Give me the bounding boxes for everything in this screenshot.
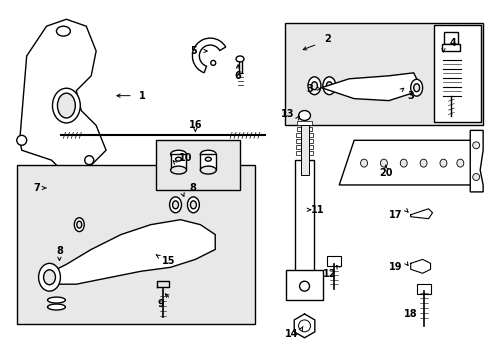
FancyBboxPatch shape <box>416 284 429 294</box>
Ellipse shape <box>74 218 84 231</box>
Ellipse shape <box>84 156 94 165</box>
Bar <box>17 165 254 324</box>
Ellipse shape <box>200 166 216 174</box>
Text: 12: 12 <box>322 269 335 279</box>
Ellipse shape <box>56 26 70 36</box>
Text: 3: 3 <box>305 84 312 94</box>
Text: 5: 5 <box>190 46 196 56</box>
PathPatch shape <box>321 73 418 100</box>
Ellipse shape <box>410 79 422 96</box>
Text: 11: 11 <box>310 205 324 215</box>
Wedge shape <box>192 38 225 73</box>
Ellipse shape <box>47 297 65 303</box>
Ellipse shape <box>47 304 65 310</box>
Bar <box>296 127 312 131</box>
Bar <box>200 154 216 170</box>
Text: 2: 2 <box>324 34 330 44</box>
Text: 4: 4 <box>449 38 456 48</box>
Ellipse shape <box>360 159 367 167</box>
Ellipse shape <box>298 111 310 121</box>
Ellipse shape <box>439 159 446 167</box>
Ellipse shape <box>43 270 55 285</box>
Ellipse shape <box>472 142 479 149</box>
Bar <box>170 154 186 170</box>
Text: 8: 8 <box>188 183 195 193</box>
Ellipse shape <box>77 221 81 228</box>
PathPatch shape <box>339 140 479 185</box>
Ellipse shape <box>311 82 317 90</box>
Text: 15: 15 <box>162 256 175 266</box>
Ellipse shape <box>413 84 419 92</box>
FancyBboxPatch shape <box>285 270 323 300</box>
Polygon shape <box>410 209 432 219</box>
Ellipse shape <box>472 174 479 180</box>
Text: 16: 16 <box>188 121 202 130</box>
Ellipse shape <box>17 135 27 145</box>
Ellipse shape <box>236 56 244 62</box>
Ellipse shape <box>187 197 199 213</box>
Ellipse shape <box>299 281 309 291</box>
Ellipse shape <box>380 159 386 167</box>
Circle shape <box>298 320 310 332</box>
Bar <box>297 121 311 125</box>
Ellipse shape <box>456 159 463 167</box>
Ellipse shape <box>52 88 80 123</box>
Ellipse shape <box>420 264 426 269</box>
Circle shape <box>210 60 215 66</box>
Bar <box>295 145 312 149</box>
Ellipse shape <box>322 77 335 95</box>
Ellipse shape <box>419 159 426 167</box>
Text: 19: 19 <box>388 262 402 272</box>
Bar <box>284 23 482 125</box>
PathPatch shape <box>20 19 106 175</box>
Text: 18: 18 <box>403 309 417 319</box>
Ellipse shape <box>169 197 181 213</box>
Bar <box>433 25 480 122</box>
Text: 14: 14 <box>285 329 298 339</box>
Text: 20: 20 <box>378 168 392 178</box>
Ellipse shape <box>175 157 181 161</box>
Bar <box>296 133 312 137</box>
PathPatch shape <box>46 220 215 284</box>
Bar <box>294 160 314 274</box>
Text: 7: 7 <box>33 183 40 193</box>
Bar <box>295 151 313 155</box>
Text: 8: 8 <box>56 247 63 256</box>
Ellipse shape <box>400 159 407 167</box>
Ellipse shape <box>170 150 186 158</box>
Ellipse shape <box>39 264 61 291</box>
Text: 3: 3 <box>407 91 413 101</box>
Ellipse shape <box>57 93 75 118</box>
Text: 9: 9 <box>157 299 163 309</box>
Bar <box>300 125 308 175</box>
Ellipse shape <box>200 150 216 158</box>
FancyBboxPatch shape <box>326 256 341 266</box>
Ellipse shape <box>307 77 320 95</box>
Ellipse shape <box>190 201 196 209</box>
Text: 1: 1 <box>139 91 146 101</box>
Ellipse shape <box>419 210 426 217</box>
Bar <box>155 140 240 190</box>
Text: 17: 17 <box>388 210 402 220</box>
Ellipse shape <box>170 166 186 174</box>
Ellipse shape <box>325 82 332 90</box>
Ellipse shape <box>172 201 178 209</box>
Text: 10: 10 <box>178 153 192 163</box>
Ellipse shape <box>205 157 211 161</box>
FancyBboxPatch shape <box>444 32 457 44</box>
Text: 13: 13 <box>280 108 294 118</box>
PathPatch shape <box>469 130 482 192</box>
Polygon shape <box>410 260 429 273</box>
Bar <box>442 44 459 51</box>
Text: 6: 6 <box>234 71 241 81</box>
Bar <box>296 139 312 143</box>
